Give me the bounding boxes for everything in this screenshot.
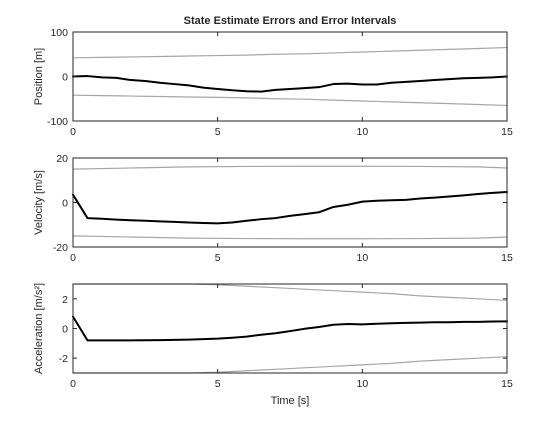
y-tick-label-3-3: 2: [62, 294, 68, 306]
y-axis-label-2: Velocity [m/s]: [33, 170, 45, 235]
x-tick-label-3-3: 10: [356, 378, 368, 390]
series-2-lower-interval: [72, 235, 508, 240]
x-tick-label-2-2: 5: [215, 252, 221, 264]
series-1-lower-interval: [72, 94, 508, 107]
y-tick-label-2-3: 20: [56, 153, 68, 165]
x-tick-label-2-4: 15: [501, 252, 513, 264]
series-1-upper-interval: [72, 46, 508, 59]
x-tick-label-1-2: 5: [215, 126, 221, 138]
x-tick-label-3-2: 5: [215, 378, 221, 390]
plot-area-2: [73, 158, 507, 247]
x-tick-label-3-1: 0: [70, 378, 76, 390]
x-tick-label-1-4: 15: [501, 126, 513, 138]
series-2-upper-interval: [72, 165, 508, 170]
chart-title: State Estimate Errors and Error Interval…: [184, 15, 397, 27]
y-tick-label-1-3: 100: [50, 27, 68, 39]
x-tick-label-3-4: 15: [501, 378, 513, 390]
subplot-3: 0 5 10 15 -2 0 2 Acceleration [m/s²]: [33, 283, 513, 390]
x-tick-label-2-3: 10: [356, 252, 368, 264]
y-tick-label-3-2: 0: [62, 324, 68, 336]
y-tick-label-2-2: 0: [62, 198, 68, 210]
y-tick-label-1-1: -100: [47, 116, 68, 128]
plot-area-3: [73, 284, 507, 373]
series-3-estimate-error: [72, 315, 508, 342]
y-axis-label-3: Acceleration [m/s²]: [33, 283, 45, 374]
plot-area-1: [73, 32, 507, 121]
y-tick-label-3-1: -2: [59, 353, 68, 365]
x-tick-label-1-1: 0: [70, 126, 76, 138]
x-axis-label: Time [s]: [271, 395, 310, 407]
series-2-estimate-error: [72, 191, 508, 225]
x-tick-label-2-1: 0: [70, 252, 76, 264]
series-1-estimate-error: [72, 75, 508, 93]
plot-root: State Estimate Errors and Error Interval…: [33, 15, 513, 407]
x-tick-label-1-3: 10: [356, 126, 368, 138]
y-axis-label-1: Position [m]: [33, 48, 45, 105]
y-tick-label-2-1: -20: [53, 242, 68, 254]
y-tick-label-1-2: 0: [62, 72, 68, 84]
